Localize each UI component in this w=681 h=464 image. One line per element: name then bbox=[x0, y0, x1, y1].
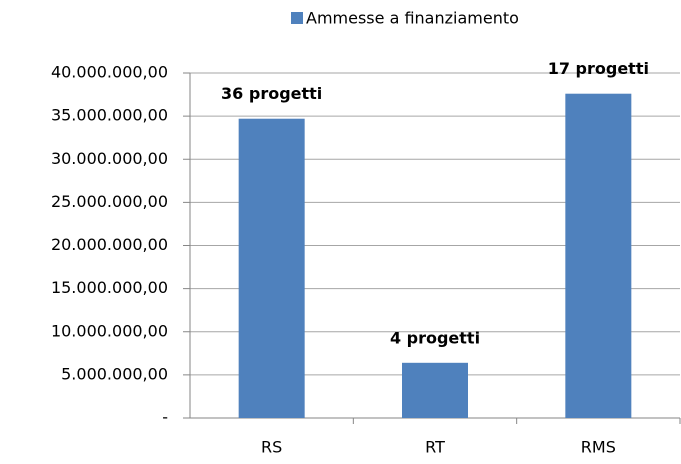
bar bbox=[238, 118, 305, 419]
y-tick-label: 35.000.000,00 bbox=[51, 106, 168, 125]
legend-label: Ammesse a finanziamento bbox=[306, 9, 519, 28]
legend-swatch bbox=[291, 12, 303, 24]
bar-label: 4 progetti bbox=[390, 328, 480, 347]
bar bbox=[402, 362, 468, 418]
y-tick-label: 5.000.000,00 bbox=[61, 364, 168, 383]
bar-label: 17 progetti bbox=[548, 59, 649, 78]
bar-label: 36 progetti bbox=[221, 84, 322, 103]
y-tick-label: 20.000.000,00 bbox=[51, 235, 168, 254]
y-tick-label: 15.000.000,00 bbox=[51, 278, 168, 297]
y-tick-label: - bbox=[162, 408, 168, 427]
y-tick-label: 10.000.000,00 bbox=[51, 321, 168, 340]
x-tick-label: RT bbox=[425, 438, 445, 457]
y-tick-label: 25.000.000,00 bbox=[51, 192, 168, 211]
bar bbox=[565, 93, 632, 418]
x-tick-label: RMS bbox=[581, 438, 616, 457]
x-tick-label: RS bbox=[261, 438, 282, 457]
y-tick-label: 30.000.000,00 bbox=[51, 149, 168, 168]
y-tick-label: 40.000.000,00 bbox=[51, 63, 168, 82]
